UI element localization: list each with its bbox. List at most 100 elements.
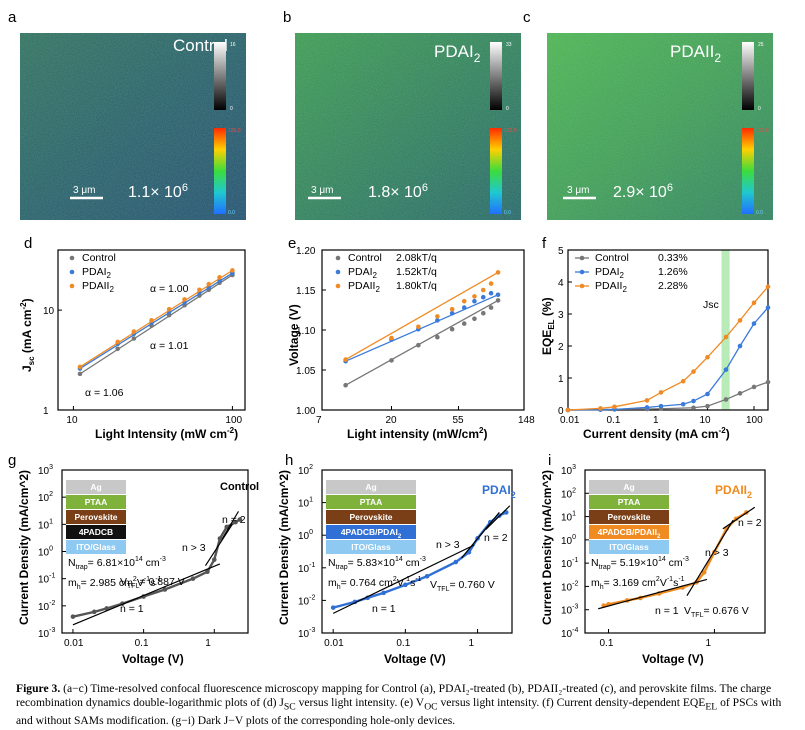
y-tick-label: 10-1 (298, 562, 315, 575)
device-layer-label: 4PADCB/PDAI2 (341, 527, 402, 540)
fit-line (598, 578, 708, 610)
microscopy-panel-control: a Control 16 0 100.0 0.0 3 μm 1.1× 106 (8, 9, 246, 220)
caption-sub-voc: OC (424, 701, 438, 713)
data-point (217, 275, 222, 280)
y-tick-label: 1.10 (296, 326, 316, 337)
data-point (217, 536, 223, 541)
data-point (237, 517, 243, 522)
slope-n3: n > 3 (705, 547, 729, 559)
fluorescence-map-texture (20, 33, 246, 220)
legend-label: Control (595, 252, 629, 264)
legend-marker (69, 269, 75, 275)
device-layer-label: ITO/Glass (76, 542, 116, 552)
y-tick-label: 5 (558, 246, 564, 257)
data-point (701, 570, 707, 575)
y-tick-label: 3 (558, 310, 564, 321)
y-tick-label: 2 (558, 342, 564, 353)
legend-label: Control (82, 252, 116, 264)
data-point (424, 573, 430, 579)
fit-line-2 (79, 269, 233, 368)
data-point (765, 284, 771, 290)
device-layer-label: Ag (90, 482, 101, 492)
slope-n2: n = 2 (222, 514, 246, 526)
legend-marker (69, 255, 75, 261)
device-layer (589, 510, 669, 524)
data-point (488, 305, 494, 310)
y-tick-label: 101 (298, 497, 313, 510)
y-axis-title: Jsc (mA cm-2) (19, 298, 36, 372)
legend-marker (579, 269, 585, 275)
data-point (565, 407, 571, 413)
x-tick-label: 0.1 (135, 638, 149, 649)
x-tick-label: 0.1 (396, 638, 410, 649)
panel-letter-d: d (24, 235, 32, 252)
device-layer-label: ITO/Glass (351, 542, 391, 552)
data-point (612, 404, 617, 410)
microscopy-panel-pdaii2: c PDAII2 25 0 100.0 0.0 3 μm 2.9× 106 (523, 9, 773, 220)
data-point (197, 287, 202, 293)
device-layer-label: Ag (365, 482, 376, 492)
legend-label: PDAI2 (82, 266, 112, 280)
data-point (166, 306, 172, 312)
data-point (480, 294, 486, 300)
device-layer-label: Perovskite (608, 512, 651, 522)
data-point (691, 405, 696, 411)
data-point (131, 329, 137, 334)
eqe-line-1 (567, 307, 769, 411)
data-point (765, 379, 771, 385)
data-point (658, 390, 664, 395)
data-point (461, 321, 467, 326)
slope-n1: n = 1 (372, 603, 396, 615)
colorbar-top-max: 25 (758, 42, 764, 48)
mobility-label: mh= 2.985 cm2V-1s-1 (68, 576, 162, 591)
x-tick-label: 10 (66, 415, 78, 426)
data-point (453, 559, 459, 565)
data-point (644, 405, 650, 410)
fit-label-pdai2: α = 1.01 (150, 340, 189, 352)
data-point (495, 292, 501, 298)
device-layer (589, 540, 669, 554)
plot-frame (567, 249, 769, 411)
panel-letter-c: c (523, 9, 531, 26)
fit-line-0 (345, 299, 499, 386)
figure-caption: Figure 3. (a−c) Time-resolved confocal f… (16, 682, 791, 728)
data-point (77, 364, 83, 370)
panel-letter-a: a (8, 9, 17, 26)
colorbar-lifetime (214, 128, 226, 214)
colorbar-bot-max: 100.0 (756, 128, 769, 134)
y-tick-label: 1.15 (296, 286, 316, 297)
colorbar-bot-max: 100.0 (228, 128, 241, 134)
data-point (389, 335, 394, 341)
colorbar-top-min: 0 (758, 106, 761, 112)
colorbar-intensity (742, 42, 754, 110)
data-point (131, 336, 137, 341)
device-layer-label: PTAA (85, 497, 108, 507)
device-layer-label: 4PADCB/PDAII2 (598, 527, 661, 540)
fit-line-1 (79, 272, 233, 370)
mobility-label: mh= 0.764 cm2V-1s-1 (328, 576, 422, 591)
colorbar-bot-min: 0.0 (756, 210, 763, 216)
x-axis-title: Voltage (V) (384, 652, 446, 666)
y-axis-title: Current Density (mA/cm^2) (277, 470, 291, 625)
legend-eqe-value: 0.33% (658, 252, 688, 264)
legend-label: PDAII2 (595, 280, 627, 294)
slope-n2: n = 2 (738, 517, 762, 529)
device-layer (326, 540, 416, 554)
y-axis-title: EQEEL (%) (540, 297, 556, 355)
data-point (472, 298, 477, 304)
legend-label: PDAII2 (82, 280, 114, 294)
legend-ideality: 1.52kT/q (396, 266, 437, 278)
chart-i: 0.1 1 10-4 10-3 10-2 10-1 100 101 102 103 Ag PTAA Pe… (540, 464, 766, 666)
y-tick-label: 1.05 (296, 366, 316, 377)
mobility-label: mh= 3.169 cm2V-1s-1 (591, 576, 685, 591)
data-point (381, 590, 386, 596)
panel-letter-e: e (288, 235, 296, 252)
x-tick-label: 1 (469, 638, 475, 649)
fit-line (722, 506, 756, 530)
device-layer (326, 510, 416, 524)
chart-f: 0.01 0.1 1 10 100 0 1 2 3 4 5 Control 0.33% PDAI2 1.26… (540, 246, 771, 441)
x-axis-title: Current density (mA cm-2) (583, 426, 730, 441)
x-tick-label: 1 (705, 638, 711, 649)
y-tick-label: 10-1 (38, 573, 55, 586)
